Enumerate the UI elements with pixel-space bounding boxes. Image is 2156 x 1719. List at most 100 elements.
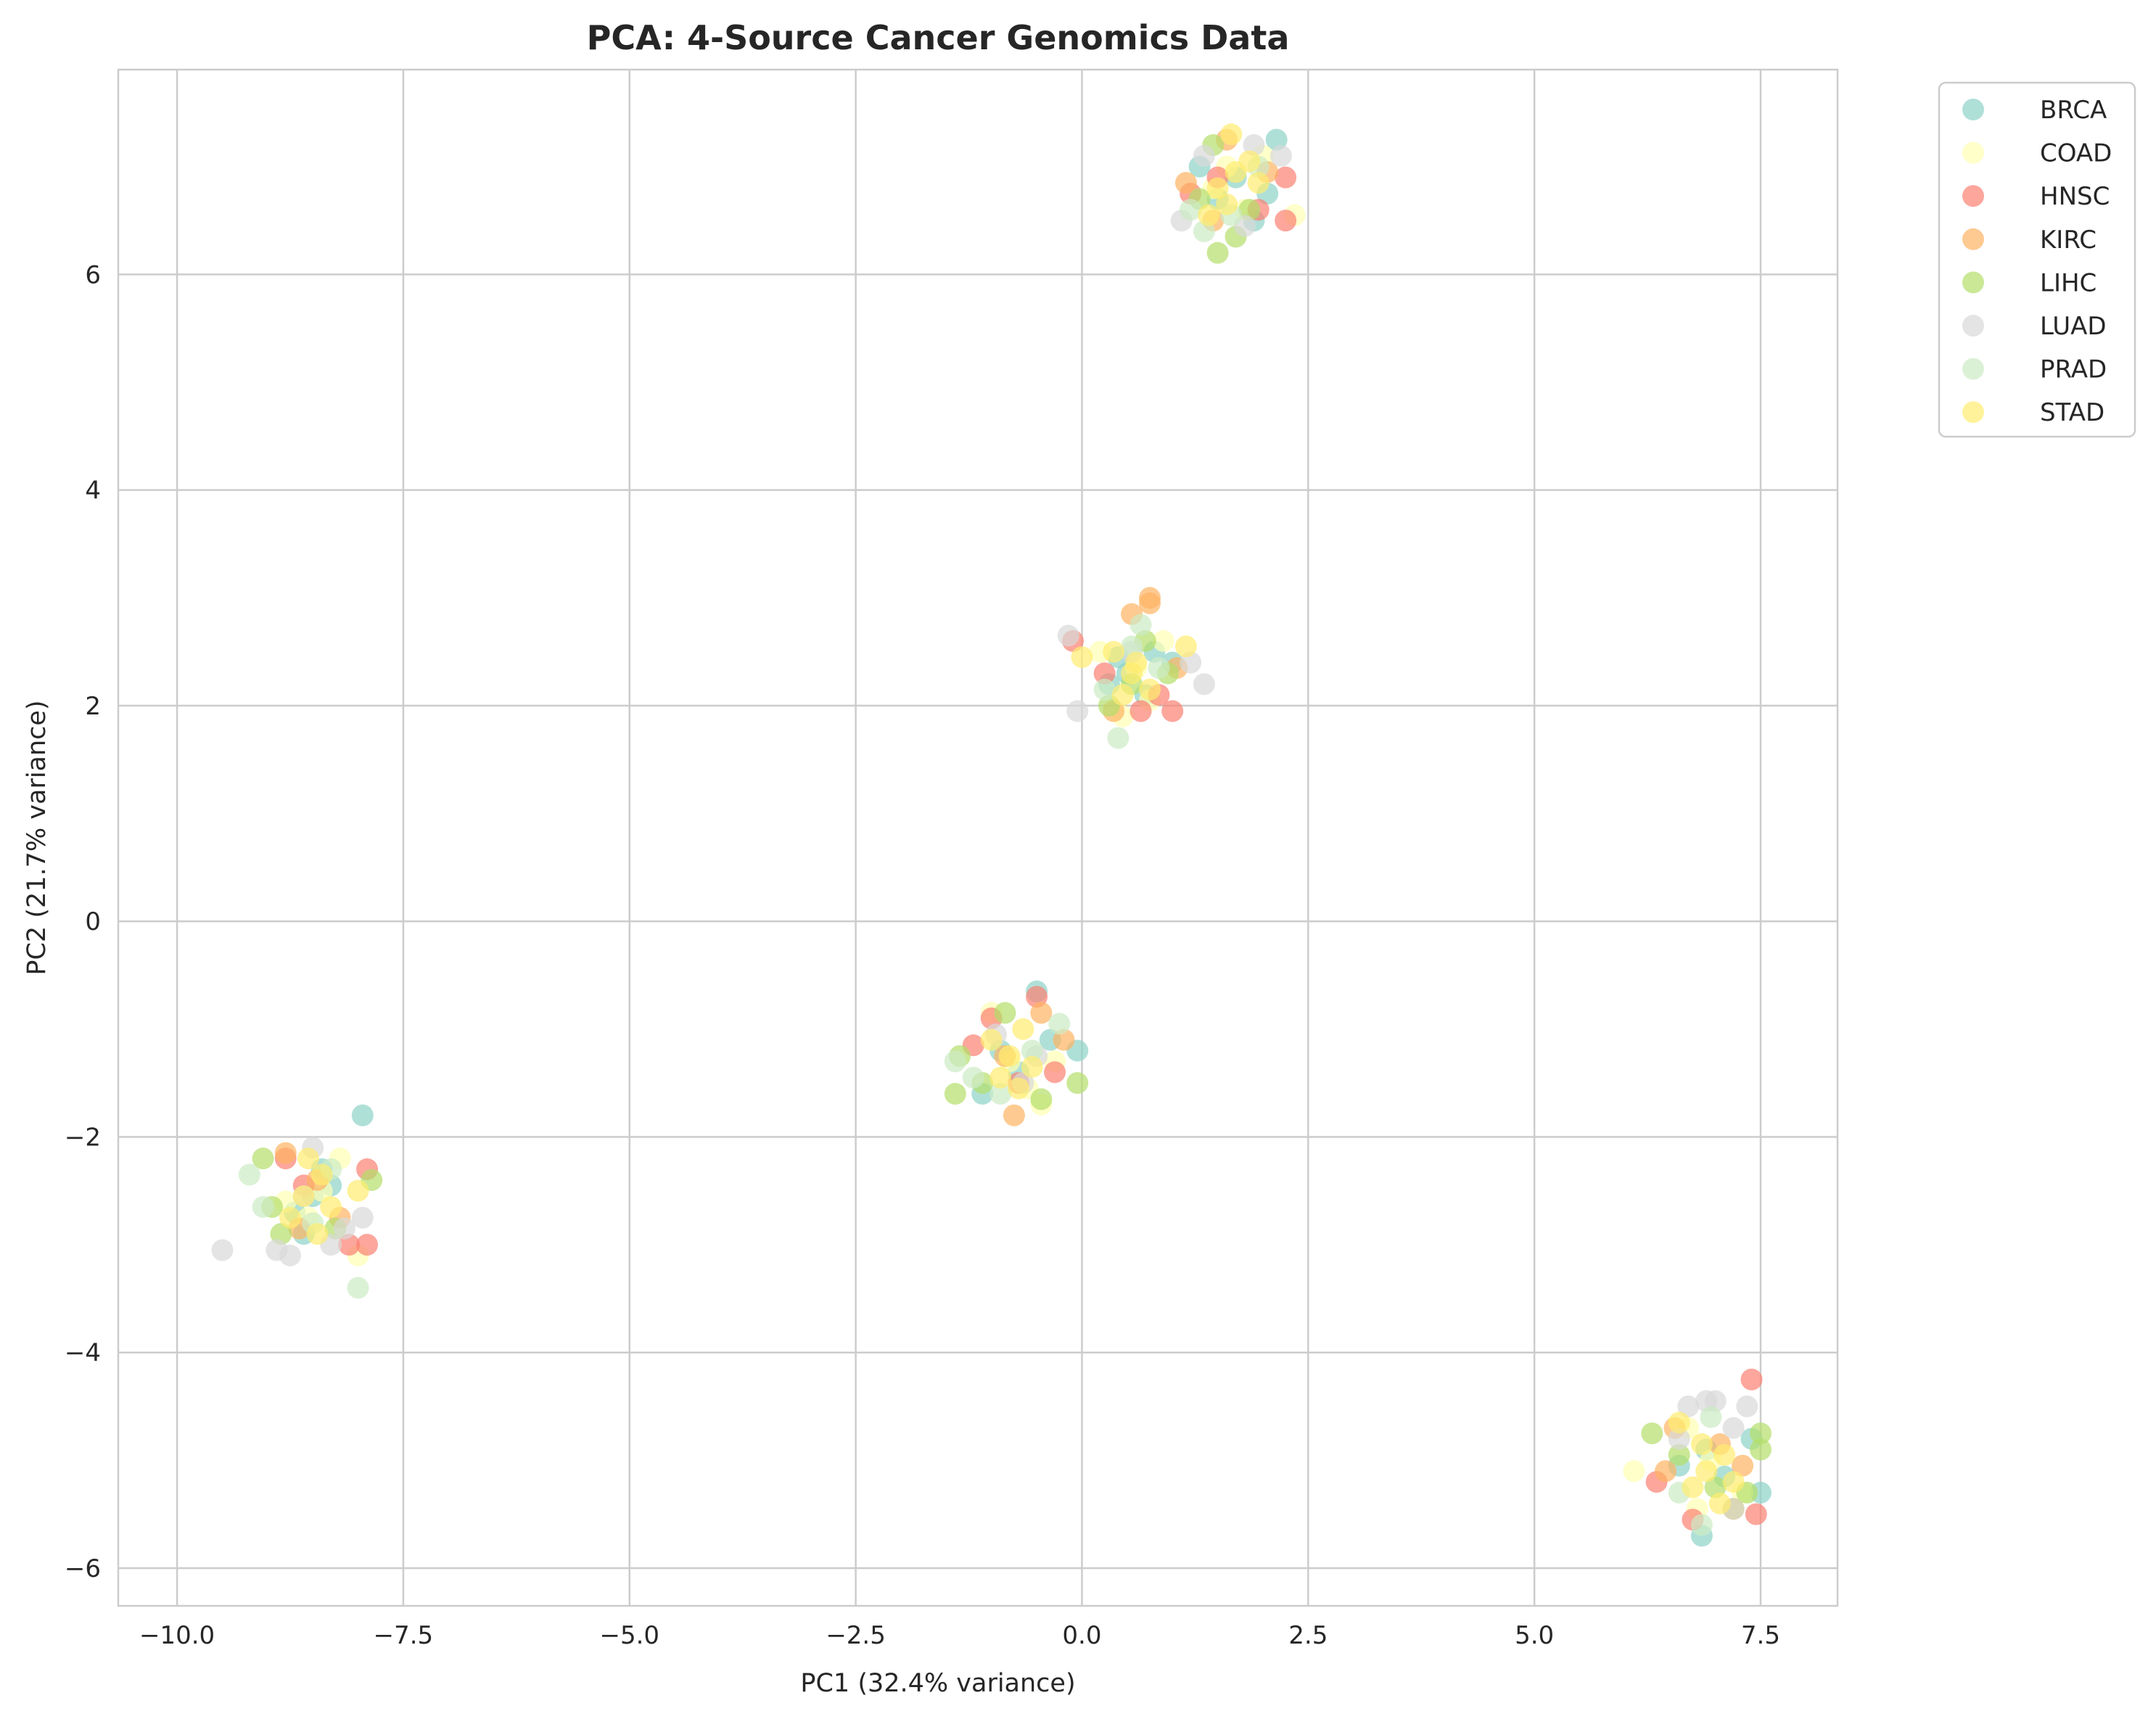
y-tick-label: 2 <box>85 692 101 721</box>
y-tick-label: −4 <box>65 1339 101 1368</box>
data-point <box>292 1185 315 1208</box>
legend-marker <box>1962 141 1984 164</box>
data-point <box>1690 1514 1713 1536</box>
data-point <box>1668 1443 1690 1466</box>
legend-label: PRAD <box>2040 355 2107 384</box>
legend-label: HNSC <box>2040 182 2110 211</box>
data-point <box>211 1239 234 1261</box>
legend-entries: BRCA COAD HNSC KIRC LIHC LUAD PRAD STAD <box>1962 96 2112 427</box>
grid <box>118 70 1838 1606</box>
data-point <box>1021 1055 1043 1078</box>
legend-entry-hnsc: HNSC <box>1962 182 2110 211</box>
data-point <box>1093 662 1116 685</box>
data-point <box>1682 1476 1704 1499</box>
legend-entry-brca: BRCA <box>1962 96 2107 125</box>
legend-entry-stad: STAD <box>1962 398 2104 427</box>
data-point <box>1008 1077 1030 1100</box>
data-point <box>279 1244 301 1266</box>
data-point <box>1668 1411 1690 1434</box>
legend-entry-lihc: LIHC <box>1962 268 2097 297</box>
data-point <box>310 1163 333 1186</box>
series-lihc <box>252 134 1772 1504</box>
data-point <box>1111 684 1134 706</box>
data-point <box>1690 1433 1713 1456</box>
legend-label: STAD <box>2040 398 2104 427</box>
data-point <box>1093 678 1116 701</box>
data-point <box>279 1206 301 1229</box>
chart-title: PCA: 4-Source Cancer Genomics Data <box>587 18 1290 57</box>
data-point <box>1161 700 1184 722</box>
data-point <box>1180 199 1202 221</box>
data-point <box>351 1206 374 1229</box>
data-point <box>1193 673 1215 696</box>
data-point <box>1736 1396 1758 1418</box>
legend-label: LUAD <box>2040 312 2107 341</box>
data-point <box>347 1277 369 1299</box>
x-tick-label: 0.0 <box>1062 1621 1101 1650</box>
x-tick-label: −7.5 <box>374 1621 434 1650</box>
data-point <box>1206 177 1229 199</box>
data-point <box>1275 210 1297 232</box>
legend-marker <box>1962 401 1984 424</box>
data-point <box>306 1223 329 1245</box>
data-point <box>1125 651 1148 674</box>
data-point <box>351 1104 374 1126</box>
legend-entry-kirc: KIRC <box>1962 226 2097 255</box>
x-tick-label: 5.0 <box>1515 1621 1554 1650</box>
data-point <box>252 1196 274 1219</box>
legend-label: BRCA <box>2040 96 2107 125</box>
data-point <box>1668 1427 1690 1450</box>
data-point <box>1708 1492 1731 1514</box>
data-point <box>347 1179 369 1202</box>
data-point <box>1247 172 1270 194</box>
data-point <box>333 1217 355 1240</box>
data-point <box>1057 624 1079 647</box>
legend-marker <box>1962 358 1984 380</box>
legend-frame <box>1938 81 2136 438</box>
data-point <box>1066 700 1089 722</box>
legend-marker <box>1962 271 1984 294</box>
data-point <box>1216 193 1238 215</box>
legend-marker <box>1962 99 1984 120</box>
y-axis-ticks: −6 −4 −2 0 2 4 6 <box>65 260 101 1583</box>
y-tick-label: −6 <box>65 1554 101 1583</box>
series-stad <box>279 123 1745 1514</box>
data-point <box>1740 1368 1763 1390</box>
data-point <box>1655 1460 1676 1483</box>
data-point <box>1641 1422 1663 1445</box>
x-tick-label: −10.0 <box>139 1621 215 1650</box>
data-point <box>1238 150 1261 173</box>
data-point <box>1071 646 1093 669</box>
data-point <box>252 1147 274 1170</box>
data-point <box>1198 204 1220 226</box>
legend-label: KIRC <box>2040 226 2097 255</box>
y-tick-label: 4 <box>85 477 101 506</box>
data-point <box>1066 1072 1089 1095</box>
data-point <box>1220 123 1243 146</box>
data-point <box>1174 635 1197 658</box>
data-point <box>1193 144 1215 167</box>
x-tick-label: −5.0 <box>599 1621 659 1650</box>
data-point <box>1152 630 1174 652</box>
data-point <box>989 1083 1012 1105</box>
x-tick-label: 7.5 <box>1741 1621 1780 1650</box>
data-point <box>297 1147 319 1170</box>
data-point <box>1722 1471 1745 1493</box>
data-point <box>1148 656 1170 679</box>
data-point <box>1139 592 1161 614</box>
data-point <box>1012 1018 1034 1040</box>
legend-marker <box>1962 185 1984 207</box>
data-point <box>1130 700 1152 722</box>
data-point <box>1700 1406 1722 1428</box>
data-point <box>1749 1422 1772 1445</box>
legend-entry-coad: COAD <box>1962 139 2112 168</box>
y-axis-label: PC2 (21.7% variance) <box>22 700 52 975</box>
data-point <box>1732 1454 1754 1477</box>
data-point <box>1270 144 1292 167</box>
data-point <box>994 1002 1016 1024</box>
legend-marker <box>1962 315 1984 337</box>
legend-marker <box>1962 228 1984 250</box>
data-point <box>1713 1443 1736 1466</box>
